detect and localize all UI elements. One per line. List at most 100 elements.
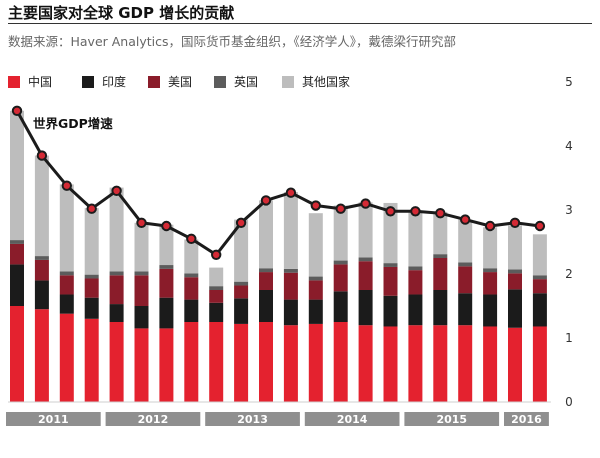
bar-segment (109, 275, 124, 305)
bar-segment (134, 271, 149, 276)
growth-marker (36, 150, 48, 161)
bar-segment (408, 325, 423, 402)
bar-segment (184, 273, 199, 278)
bar-segment (532, 234, 547, 276)
bar-segment (508, 327, 522, 402)
bar-segment (433, 325, 448, 402)
year-label: 2013 (237, 413, 268, 426)
bar-segment (59, 294, 74, 314)
source-note: 数据来源：Haver Analytics，国际货币基金组织，《经济学人》，戴德梁… (8, 34, 457, 49)
bar-segment (308, 299, 323, 324)
bar-segment (283, 299, 298, 326)
bar-segment (10, 243, 24, 265)
year-band (6, 412, 101, 426)
y-tick-label: 4 (565, 139, 573, 153)
bar-segment (259, 200, 273, 269)
bar-segment (408, 266, 423, 271)
growth-marker (484, 220, 496, 232)
legend-label-us: 美国 (168, 75, 193, 89)
bar-segment (10, 306, 24, 402)
bar-segment (259, 272, 273, 290)
bar-segment (383, 263, 398, 267)
title-divider (8, 23, 592, 24)
bar-segment (109, 304, 124, 322)
bar-segment (84, 208, 99, 275)
growth-marker (61, 180, 73, 191)
growth-marker (360, 198, 371, 209)
bar-segment (358, 257, 373, 262)
bar-segment (408, 212, 423, 267)
bar-segment (10, 110, 24, 241)
bar-segment (433, 290, 448, 326)
bar-segment (10, 264, 24, 306)
bar-segment (532, 279, 547, 294)
bar-segment (483, 294, 498, 327)
bar-segment (59, 184, 74, 272)
bar-segment (308, 276, 323, 281)
bar-segment (458, 266, 473, 294)
bar-segment (259, 268, 273, 273)
bar-segment (109, 322, 124, 402)
year-label: 2015 (436, 413, 467, 426)
year-label: 2016 (511, 413, 542, 426)
year-band (304, 412, 400, 426)
bar-segment (408, 270, 423, 295)
growth-marker (410, 206, 421, 217)
year-band (205, 412, 300, 426)
legend-swatch-us (148, 76, 160, 88)
bar-segment (184, 277, 199, 300)
bar-segment (483, 272, 498, 295)
growth-marker (534, 220, 546, 232)
bar-segment (308, 213, 323, 277)
legend-swatch-others (282, 76, 294, 88)
year-band (404, 412, 500, 426)
year-label: 2014 (337, 413, 368, 426)
bar-segment (184, 322, 199, 402)
bar-segment (209, 290, 224, 303)
growth-marker (460, 214, 471, 225)
bar-segment (184, 239, 199, 274)
bar-segment (259, 322, 273, 402)
growth-marker (310, 200, 321, 211)
bar-segment (383, 202, 398, 264)
year-label: 2011 (38, 413, 69, 426)
bar-segment (109, 187, 124, 272)
bar-segment (34, 309, 49, 402)
bar-segment (532, 293, 547, 327)
bar-segment (408, 294, 423, 326)
bar-segment (84, 318, 99, 402)
growth-marker (161, 220, 172, 232)
bar-segment (433, 258, 448, 290)
legend-label-others: 其他国家 (302, 75, 351, 89)
line-series-label: 世界GDP增速 (33, 116, 113, 131)
bar-segment (34, 256, 49, 260)
bar-segment (383, 295, 398, 327)
bar-segment (483, 268, 498, 273)
bar-segment (308, 280, 323, 300)
bar-segment (433, 254, 448, 258)
bar-segment (508, 289, 522, 328)
bar-segment (458, 325, 473, 402)
growth-marker (385, 206, 396, 217)
bar-segment (209, 322, 224, 402)
bar-segment (234, 285, 249, 299)
y-tick-label: 2 (565, 267, 573, 281)
bar-segment (508, 269, 522, 274)
bar-segment (109, 271, 124, 276)
bar-segment (283, 192, 298, 269)
bar-segment (532, 275, 547, 280)
bar-segment (84, 278, 99, 298)
bar-segment (209, 286, 224, 290)
bar-segment (458, 293, 473, 326)
bar-segment (159, 224, 174, 266)
y-tick-label: 3 (565, 203, 573, 217)
year-band (504, 412, 549, 426)
bar-segment (308, 323, 323, 402)
bar-segment (159, 268, 174, 298)
bar-segment (159, 265, 174, 269)
growth-marker (285, 187, 297, 198)
legend-swatch-uk (214, 76, 226, 88)
bar-segment (34, 259, 49, 281)
bar-segment (134, 275, 149, 306)
